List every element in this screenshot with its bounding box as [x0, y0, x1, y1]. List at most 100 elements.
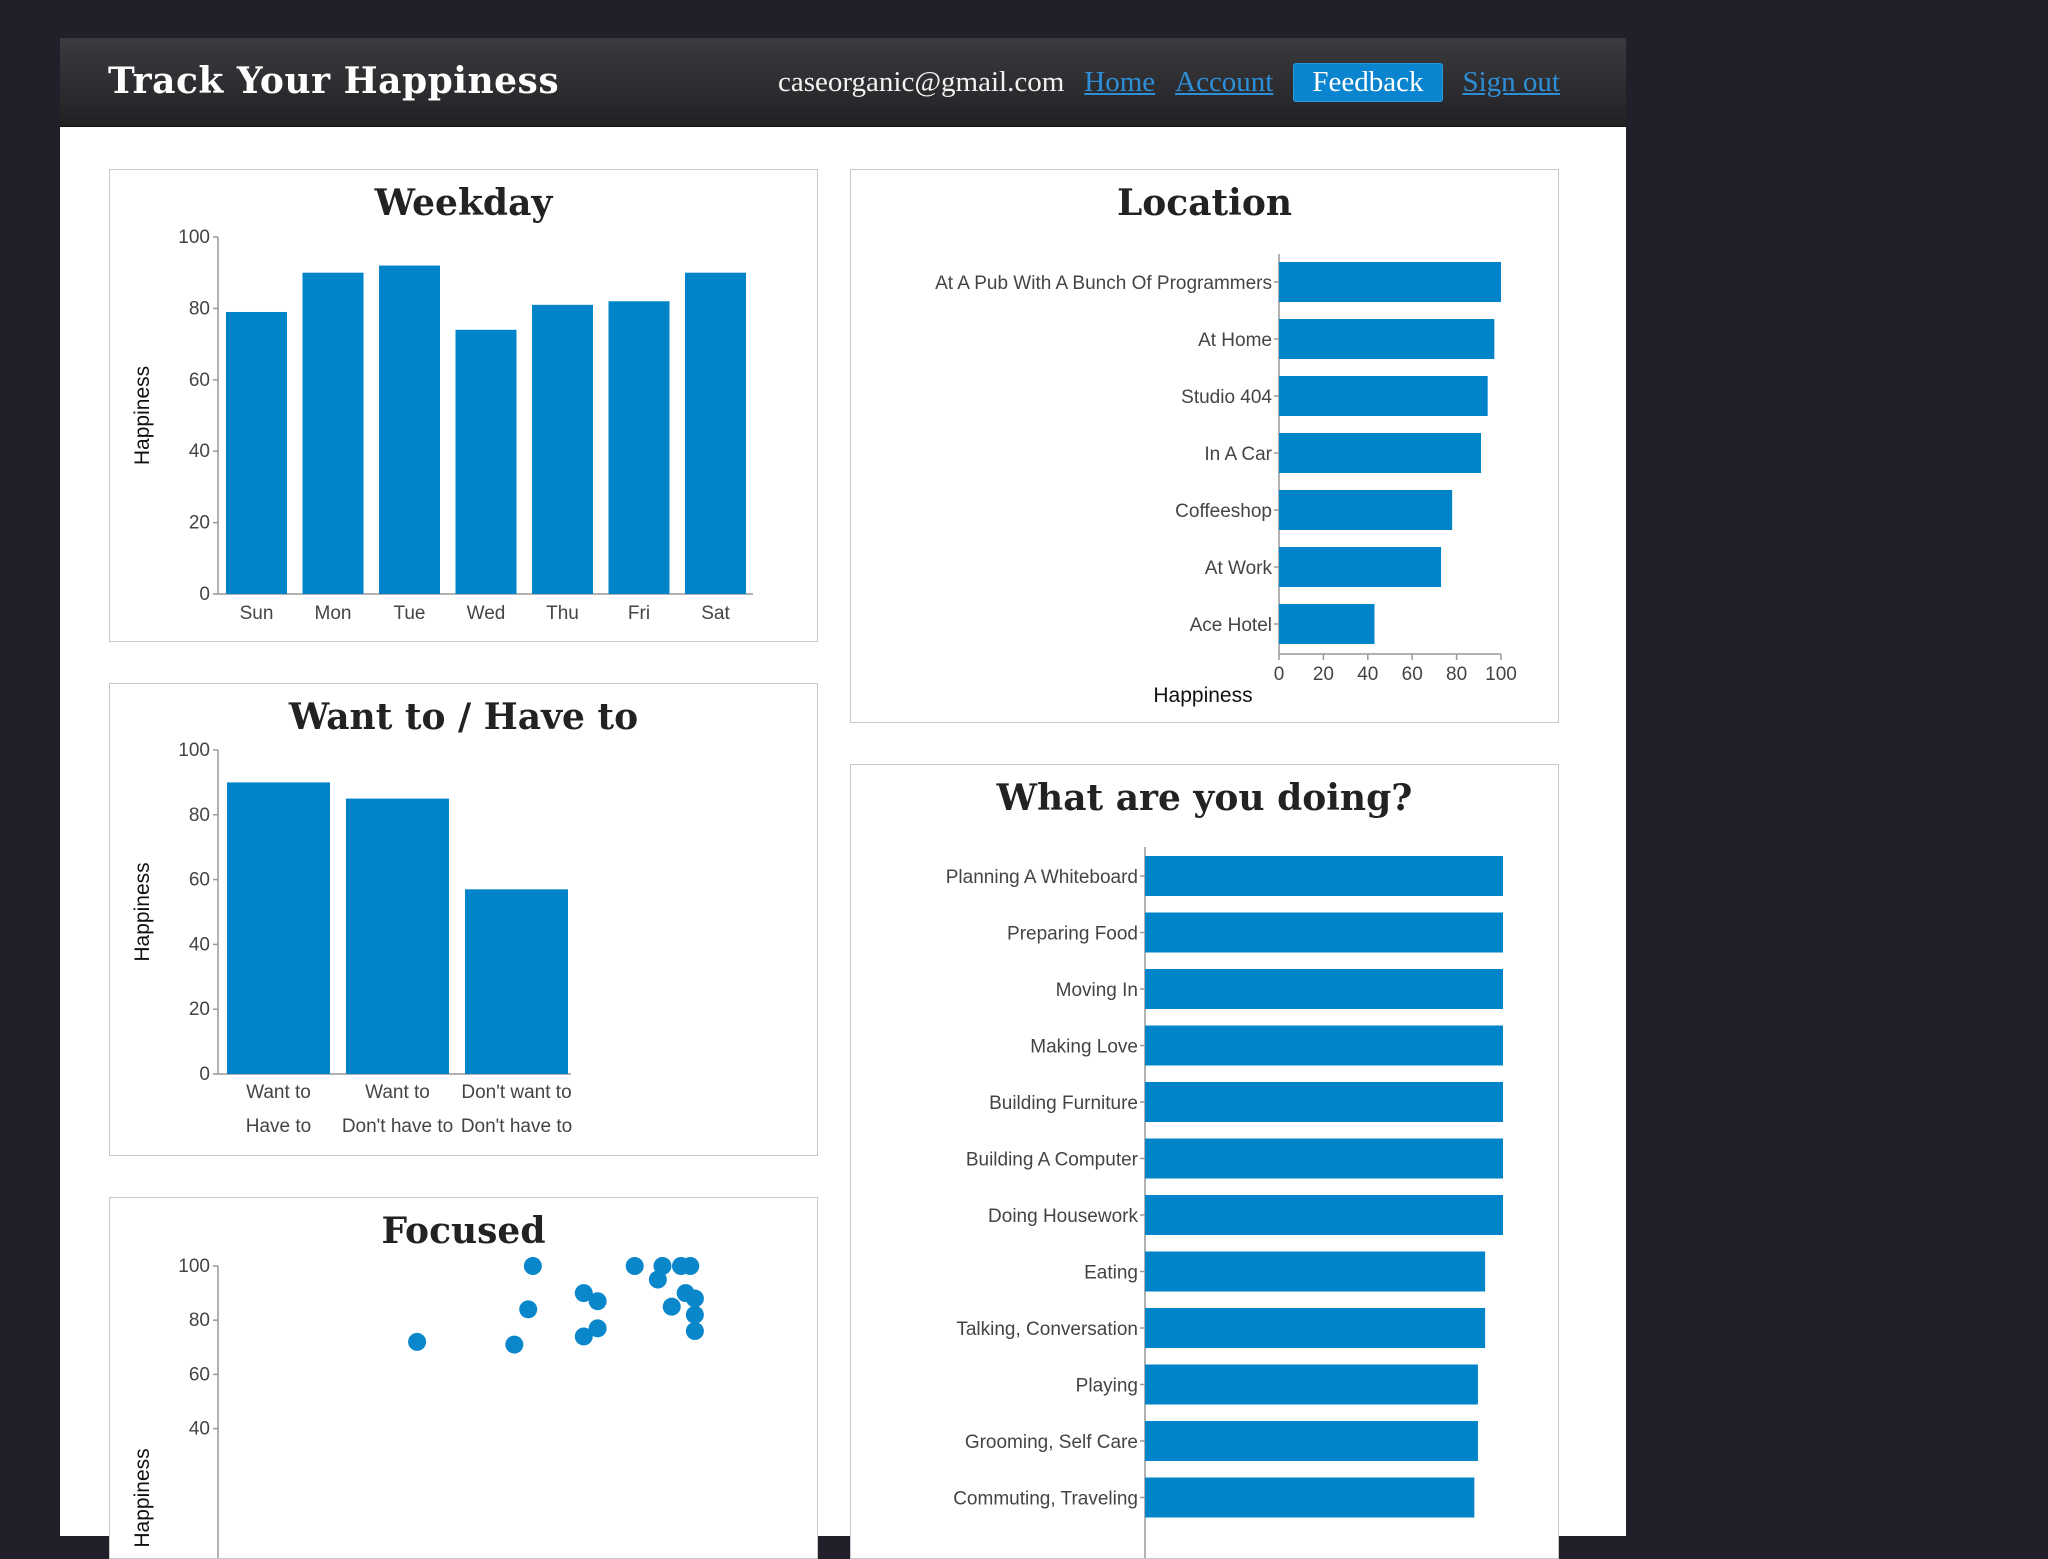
data-point	[505, 1335, 524, 1354]
x-tick-label: 100	[1485, 664, 1517, 685]
focused-chart: 40 60 80 100 Happiness	[131, 1256, 704, 1558]
y-tick-label: Playing	[1076, 1376, 1138, 1397]
weekday-title: Weekday	[374, 182, 553, 224]
bar	[1145, 912, 1503, 953]
y-tick-label: Making Love	[1030, 1037, 1138, 1058]
bar	[227, 782, 330, 1074]
y-tick-label: 40	[189, 1419, 210, 1440]
y-tick-label: Grooming, Self Care	[965, 1432, 1138, 1453]
data-point	[519, 1300, 538, 1319]
bar	[379, 265, 440, 594]
bar	[226, 311, 287, 594]
x-tick-label: Want to	[246, 1082, 311, 1103]
y-tick-label: At Work	[1205, 558, 1273, 579]
location-chart: At A Pub With A Bunch Of Programmers At H…	[935, 254, 1517, 707]
bar	[1145, 856, 1503, 896]
site-title: Track Your Happiness	[108, 60, 560, 102]
doing-panel: What are you doing? Planning A Whiteboar…	[850, 764, 1559, 1559]
data-point	[625, 1257, 644, 1275]
x-tick-label: 0	[1274, 664, 1285, 685]
bar	[1145, 969, 1503, 1009]
bar	[346, 798, 449, 1074]
data-point	[408, 1332, 427, 1351]
bar	[1145, 1308, 1486, 1348]
y-tick-label: Preparing Food	[1007, 924, 1138, 945]
home-link[interactable]: Home	[1084, 65, 1156, 98]
y-tick-label: In A Car	[1204, 444, 1272, 465]
y-tick-label: 40	[189, 441, 210, 462]
bar	[1145, 1477, 1475, 1518]
x-tick-label: Sat	[701, 603, 730, 624]
y-tick-label: Studio 404	[1181, 387, 1272, 408]
y-tick-label: 60	[189, 870, 210, 891]
x-tick-label: Thu	[546, 603, 579, 624]
feedback-button[interactable]: Feedback	[1293, 62, 1443, 102]
y-tick-label: Planning A Whiteboard	[946, 867, 1138, 888]
x-tick-label: Don't have to	[461, 1116, 572, 1137]
x-tick-label: Don't want to	[461, 1082, 571, 1103]
bar	[1279, 604, 1375, 644]
x-tick-label: 60	[1402, 664, 1423, 685]
x-tick-label: Have to	[246, 1116, 311, 1137]
bar	[1145, 1025, 1503, 1066]
weekday-chart: 0 20 40 60 80 100 Sun Mon Tue Wed Thu Fri Sat Happine…	[131, 227, 753, 624]
bar	[1279, 547, 1442, 587]
y-tick-label: Moving In	[1056, 980, 1138, 1001]
y-tick-label: 0	[199, 1064, 210, 1085]
data-point	[523, 1257, 542, 1275]
y-tick-label: Coffeeshop	[1175, 501, 1272, 522]
sign-out-link[interactable]: Sign out	[1462, 65, 1561, 98]
doing-title: What are you doing?	[996, 777, 1413, 819]
top-header: Track Your Happiness caseorganic@gmail.c…	[60, 38, 1626, 127]
y-tick-label: Building A Computer	[966, 1150, 1139, 1171]
y-tick-label: 80	[189, 805, 210, 826]
want-have-panel: Want to / Have to 0 20 40 60 80 100 Want to Hav…	[109, 683, 818, 1156]
data-point	[648, 1270, 667, 1289]
data-point	[653, 1257, 672, 1275]
data-point	[662, 1297, 681, 1316]
bar	[302, 272, 364, 594]
y-axis-title: Happiness	[131, 366, 154, 465]
y-tick-label: Eating	[1084, 1263, 1138, 1284]
bar	[1279, 490, 1453, 530]
y-tick-label: At A Pub With A Bunch Of Programmers	[935, 273, 1272, 294]
bar	[1279, 262, 1501, 302]
bar	[532, 304, 593, 594]
bar	[465, 889, 568, 1074]
data-point	[685, 1322, 704, 1341]
y-tick-label: 80	[189, 1310, 210, 1331]
bar	[1279, 319, 1495, 359]
y-tick-label: 60	[189, 370, 210, 391]
data-point	[574, 1284, 593, 1303]
y-tick-label: 0	[199, 584, 210, 605]
account-link[interactable]: Account	[1175, 65, 1274, 98]
focused-title: Focused	[381, 1210, 546, 1252]
x-tick-label: Wed	[467, 603, 506, 624]
location-panel: Location At A Pub With A Bunch Of Progra…	[850, 169, 1559, 723]
bar	[1145, 1251, 1486, 1292]
y-tick-label: 20	[189, 999, 210, 1020]
doing-chart: Planning A Whiteboard Preparing Food Movin…	[946, 847, 1503, 1558]
bar	[1145, 1195, 1503, 1235]
y-tick-label: 100	[178, 740, 210, 761]
bar	[1279, 433, 1482, 473]
user-email: caseorganic@gmail.com	[777, 65, 1065, 98]
y-tick-label: Commuting, Traveling	[953, 1489, 1138, 1510]
x-tick-label: Fri	[628, 603, 650, 624]
x-tick-label: Don't have to	[342, 1116, 453, 1137]
bar	[1145, 1082, 1503, 1122]
y-tick-label: Building Furniture	[989, 1093, 1138, 1114]
y-tick-label: 60	[189, 1364, 210, 1385]
bar	[1145, 1421, 1478, 1461]
data-point	[588, 1292, 607, 1311]
bar	[1279, 376, 1488, 416]
y-tick-label: 40	[189, 934, 210, 955]
data-point	[685, 1305, 704, 1324]
location-title: Location	[1116, 182, 1293, 224]
x-tick-label: Tue	[393, 603, 425, 624]
dashboard-content: Weekday 0 20 40 60 80 100 Sun Mon Tue Wed Thu Fri Sa…	[60, 127, 1626, 1559]
data-point	[574, 1327, 593, 1346]
y-axis-title: Happiness	[131, 862, 154, 961]
bar	[685, 272, 746, 594]
